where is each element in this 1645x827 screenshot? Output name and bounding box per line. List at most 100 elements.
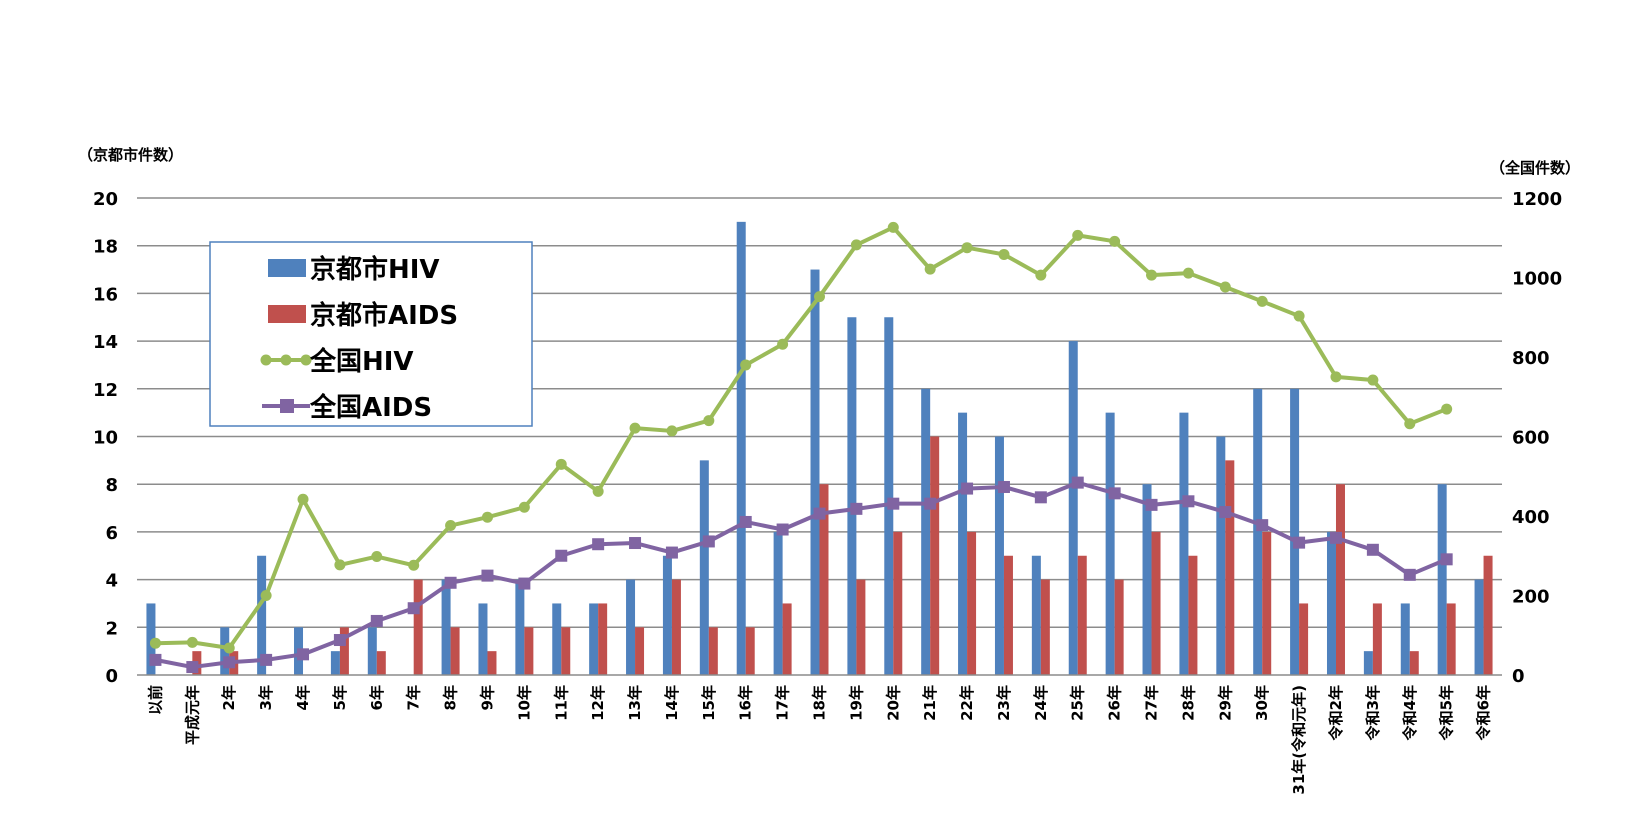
category-label: 令和3年 xyxy=(1364,685,1382,740)
point-national-hiv xyxy=(998,248,1010,260)
bar-kyoto-hiv xyxy=(847,317,857,675)
point-national-aids xyxy=(739,515,752,528)
point-national-hiv xyxy=(961,242,973,254)
point-national-aids xyxy=(887,497,900,510)
bar-kyoto-hiv xyxy=(1363,651,1373,675)
category-label: 10年 xyxy=(515,685,533,721)
category-label: 24年 xyxy=(1032,685,1050,721)
legend-label-kyoto-hiv: 京都市HIV xyxy=(310,254,440,285)
legend-marker-national-hiv xyxy=(260,354,272,366)
bar-kyoto-hiv xyxy=(1326,531,1336,675)
bar-kyoto-aids xyxy=(967,531,977,675)
point-national-aids xyxy=(407,602,420,615)
point-national-aids xyxy=(850,502,863,515)
bar-kyoto-hiv xyxy=(257,555,267,675)
point-national-aids xyxy=(1108,487,1121,500)
bar-kyoto-aids xyxy=(1114,579,1124,675)
right-tick-label: 600 xyxy=(1512,428,1550,449)
bar-kyoto-hiv xyxy=(1031,555,1041,675)
bar-kyoto-hiv xyxy=(921,388,931,675)
bar-kyoto-aids xyxy=(1409,651,1419,675)
lines xyxy=(149,221,1453,674)
point-national-hiv xyxy=(408,559,420,571)
point-national-aids xyxy=(333,634,346,647)
tick-labels: 02468101214161820020040060080010001200以前… xyxy=(93,189,1562,795)
bar-kyoto-hiv xyxy=(441,579,451,675)
bar-kyoto-hiv xyxy=(367,627,377,675)
category-label: 7年 xyxy=(405,685,423,710)
legend-label-national-hiv: 全国HIV xyxy=(309,346,414,377)
point-national-hiv xyxy=(518,501,530,513)
bar-kyoto-aids xyxy=(561,627,571,675)
point-national-aids xyxy=(1256,519,1269,532)
category-label: 31年(令和元年) xyxy=(1290,685,1308,795)
category-label: 14年 xyxy=(663,685,681,721)
bar-kyoto-hiv xyxy=(1290,388,1300,675)
category-label: 4年 xyxy=(294,685,312,710)
category-label: 13年 xyxy=(626,685,644,721)
bar-kyoto-hiv xyxy=(146,603,156,675)
line-national-hiv xyxy=(155,225,1448,650)
bar-kyoto-aids xyxy=(1151,531,1161,675)
point-national-aids xyxy=(1182,495,1195,508)
point-national-hiv xyxy=(814,291,825,303)
point-national-aids xyxy=(260,653,273,666)
point-national-aids xyxy=(1034,491,1047,504)
category-label: 21年 xyxy=(921,685,939,721)
point-national-hiv xyxy=(1035,269,1047,281)
bar-kyoto-aids xyxy=(708,627,718,675)
legend-marker-national-aids xyxy=(280,399,294,413)
point-national-aids xyxy=(1366,543,1379,556)
point-national-hiv xyxy=(1293,310,1305,322)
category-label: 16年 xyxy=(737,685,755,721)
category-label: 18年 xyxy=(811,685,829,721)
point-national-hiv xyxy=(149,637,161,649)
left-tick-label: 0 xyxy=(105,666,118,687)
bar-kyoto-hiv xyxy=(478,603,488,675)
left-axis-title: （京都市件数） xyxy=(78,146,183,164)
point-national-hiv xyxy=(666,425,678,437)
point-national-hiv xyxy=(260,590,272,601)
point-national-aids xyxy=(592,538,605,551)
bar-kyoto-aids xyxy=(339,627,349,675)
right-tick-label: 200 xyxy=(1512,587,1550,608)
point-national-aids xyxy=(1440,553,1453,566)
bar-kyoto-aids xyxy=(819,484,829,675)
bar-kyoto-hiv xyxy=(1142,484,1152,675)
legend-label-national-aids: 全国AIDS xyxy=(309,392,432,423)
bar-kyoto-hiv xyxy=(1105,412,1115,675)
left-tick-label: 12 xyxy=(93,380,118,401)
left-tick-label: 14 xyxy=(93,332,118,353)
legend-label-kyoto-aids: 京都市AIDS xyxy=(310,300,458,331)
point-national-hiv xyxy=(186,636,198,648)
bar-kyoto-hiv xyxy=(220,627,230,675)
point-national-aids xyxy=(997,480,1010,493)
bar-kyoto-hiv xyxy=(330,651,340,675)
point-national-hiv xyxy=(1367,374,1379,386)
left-tick-label: 10 xyxy=(93,428,118,449)
point-national-aids xyxy=(1329,531,1342,544)
point-national-hiv xyxy=(1146,269,1158,281)
point-national-hiv xyxy=(1441,403,1453,415)
right-tick-label: 400 xyxy=(1512,507,1550,528)
bar-kyoto-hiv xyxy=(810,269,820,675)
right-tick-label: 800 xyxy=(1512,348,1550,369)
category-label: 令和6年 xyxy=(1475,685,1493,740)
point-national-hiv xyxy=(629,422,641,434)
bar-kyoto-hiv xyxy=(958,412,968,675)
point-national-hiv xyxy=(887,221,899,233)
point-national-aids xyxy=(1071,476,1084,489)
left-tick-label: 4 xyxy=(105,571,118,592)
category-label: 2年 xyxy=(220,685,238,710)
bar-kyoto-aids xyxy=(598,603,608,675)
point-national-hiv xyxy=(1219,281,1231,293)
bar-kyoto-hiv xyxy=(1474,579,1484,675)
legend-marker-national-hiv xyxy=(280,354,292,366)
bar-kyoto-aids xyxy=(856,579,866,675)
bar-kyoto-hiv xyxy=(1179,412,1189,675)
category-label: 平成元年 xyxy=(183,685,201,745)
point-national-hiv xyxy=(592,485,604,497)
right-tick-label: 1000 xyxy=(1512,269,1562,290)
bar-kyoto-aids xyxy=(745,627,755,675)
category-label: 26年 xyxy=(1106,685,1124,721)
